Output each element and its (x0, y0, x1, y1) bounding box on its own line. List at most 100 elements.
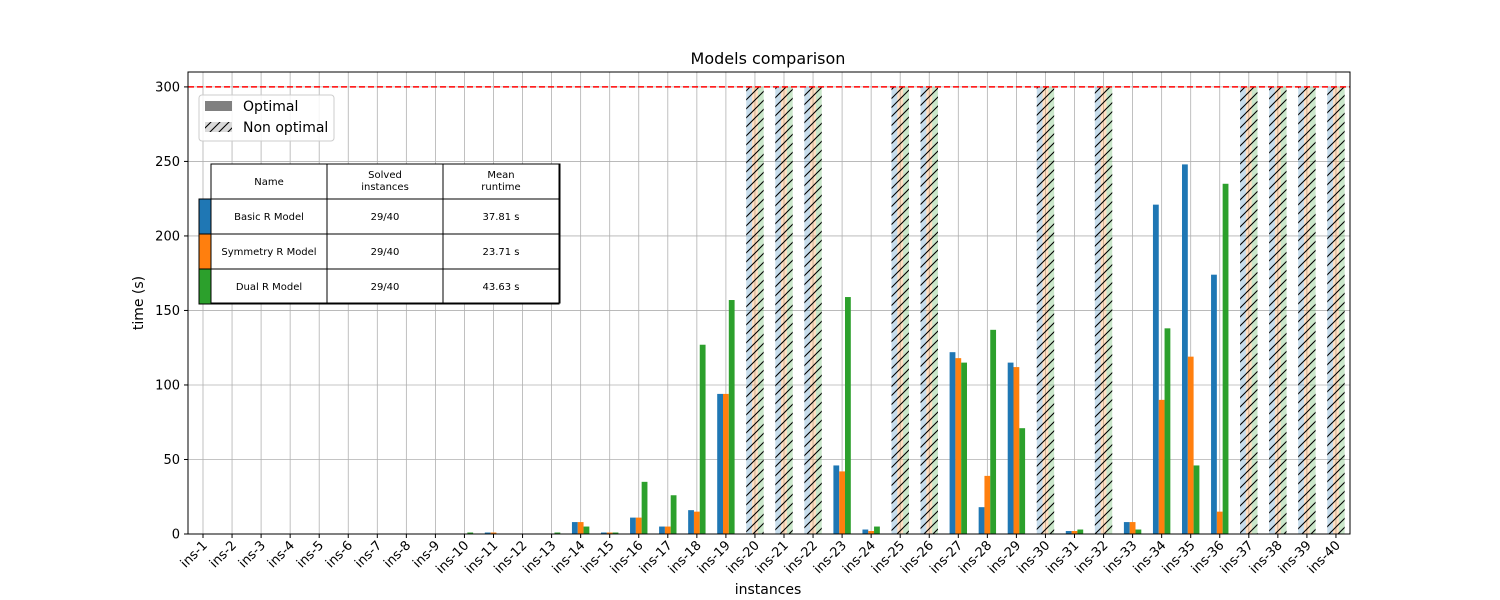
legend-swatch-hatch (205, 122, 232, 132)
bar (1007, 362, 1014, 534)
x-axis-label: instances (735, 582, 802, 598)
bar (490, 532, 497, 534)
bar (1158, 399, 1165, 534)
bar (862, 529, 869, 534)
bar (949, 352, 956, 534)
non-optimal-hatch (1240, 86, 1258, 534)
legend-swatch (205, 101, 232, 111)
bar (571, 522, 578, 534)
bar (635, 517, 642, 534)
bar (1071, 531, 1078, 534)
y-tick-label: 50 (163, 453, 180, 468)
bar (670, 495, 677, 534)
bar (693, 511, 700, 534)
non-optimal-hatch (775, 86, 793, 534)
non-optimal-hatch (1094, 86, 1113, 534)
bar (1077, 529, 1084, 534)
bar (612, 532, 619, 534)
bar (874, 526, 880, 534)
bar (990, 329, 997, 534)
y-tick-label: 200 (155, 229, 180, 244)
x-tick-label: ins-1 (178, 538, 211, 571)
table-cell-text: 29/40 (371, 247, 400, 258)
non-optimal-hatch (1269, 86, 1287, 534)
bar (961, 362, 967, 534)
bar (688, 510, 694, 534)
bar (1216, 511, 1223, 534)
bar (601, 532, 607, 534)
bar (1182, 164, 1188, 534)
bar (845, 297, 851, 534)
x-tick-label: ins-3 (236, 538, 269, 571)
bar (978, 507, 985, 534)
x-tick-label: ins-8 (381, 538, 414, 571)
chart-title: Models comparison (691, 49, 846, 68)
bar (1129, 522, 1136, 534)
bar (467, 532, 474, 534)
table-header-text: Mean runtime (481, 170, 520, 193)
table-cell-text: 37.81 s (482, 212, 519, 223)
bar (554, 532, 561, 534)
table-cell-text: 29/40 (371, 282, 400, 293)
bar (664, 526, 671, 534)
bar (641, 481, 648, 534)
table-cell-text: Dual R Model (236, 282, 302, 293)
plot-frame (187, 71, 1351, 535)
legend-box (198, 94, 335, 142)
table-cell-text: Basic R Model (234, 212, 304, 223)
axes: 050100150200250300ins-1ins-2ins-3ins-4in… (155, 71, 1351, 577)
x-tick-label: ins-2 (207, 538, 240, 571)
bar (577, 522, 584, 534)
y-tick-label: 250 (155, 155, 180, 170)
bar (1013, 367, 1020, 534)
legend-label: Non optimal (243, 120, 328, 136)
bar (1019, 428, 1026, 534)
x-tick-label: ins-7 (352, 538, 385, 571)
table-header-text: Name (254, 177, 284, 188)
x-tick-label: ins-5 (294, 538, 327, 571)
legend: Optimal Non optimal (198, 94, 335, 142)
y-tick-label: 150 (155, 304, 180, 319)
bar (1135, 529, 1142, 534)
bar (833, 465, 840, 534)
non-optimal-hatch (1036, 86, 1055, 534)
bar (728, 300, 735, 534)
x-tick-label: ins-6 (323, 538, 356, 571)
y-tick-label: 300 (155, 80, 180, 95)
legend-label: Optimal (243, 99, 298, 115)
table-cell-text: 43.63 s (482, 282, 519, 293)
bar (630, 517, 636, 534)
bar (955, 358, 962, 534)
bar (717, 393, 723, 534)
table-cell-text: 23.71 s (482, 247, 519, 258)
bar (484, 532, 491, 534)
non-optimal-hatch (746, 86, 764, 534)
non-optimal-hatch (1298, 86, 1316, 534)
x-tick-label: ins-40 (1305, 538, 1344, 577)
bar (583, 526, 590, 534)
y-tick-label: 100 (155, 378, 180, 393)
table-cell-text: 29/40 (371, 212, 400, 223)
non-optimal-hatch (804, 86, 822, 534)
bar (723, 393, 729, 534)
x-tick-label: ins-4 (265, 538, 298, 571)
bar (1211, 274, 1217, 534)
non-optimal-hatch (920, 86, 938, 534)
table-cell-text: Symmetry R Model (221, 247, 316, 258)
table-row-color-swatch (198, 198, 212, 235)
bar (659, 526, 665, 534)
table-row-color-swatch (198, 268, 212, 305)
y-tick-label: 0 (172, 528, 180, 543)
table-row-color-swatch (198, 233, 212, 270)
bar (1222, 183, 1229, 534)
table-cell (442, 268, 560, 305)
non-optimal-hatch (891, 86, 909, 534)
bar (699, 344, 706, 534)
bar (1123, 522, 1130, 534)
non-optimal-hatch (1327, 86, 1345, 534)
bar (1065, 531, 1072, 534)
bar (1152, 204, 1159, 534)
overlay (188, 86, 1350, 534)
bar (606, 532, 613, 534)
